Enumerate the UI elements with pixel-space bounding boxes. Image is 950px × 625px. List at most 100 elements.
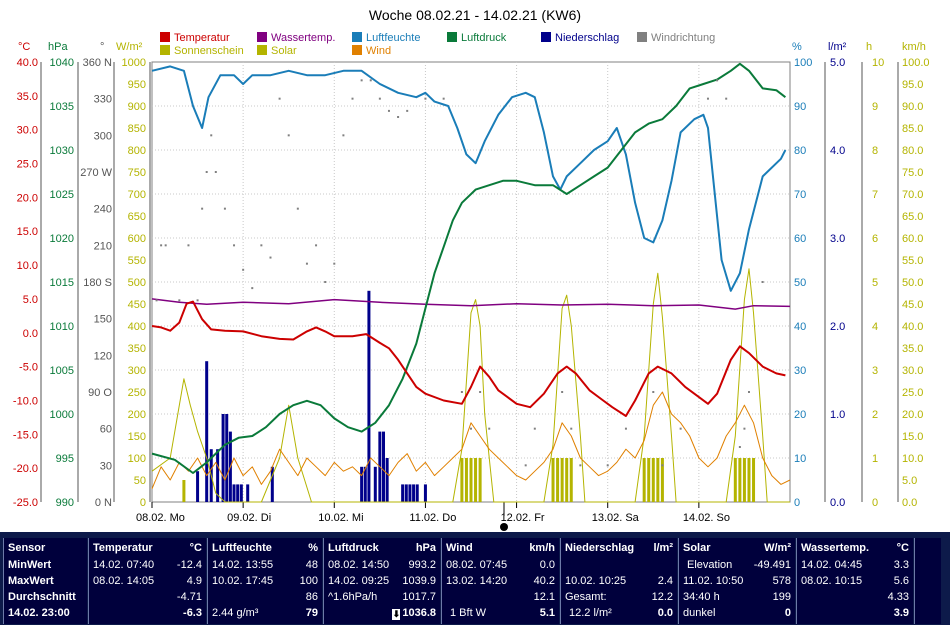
current-time-marker [500,523,508,531]
axis-tick-label: 45.0 [902,299,923,311]
sunshine-bar [474,458,478,502]
axis-tick-label: 15.0 [17,226,38,238]
sunshine-bar [464,458,468,502]
pressure-header: Luftdruck [328,542,379,554]
wind-direction-point [214,171,217,173]
precip-bar [232,484,236,502]
wind-direction-point [488,427,491,430]
axis-tick-label: 180 S [83,277,112,289]
axis-tick-label: 70.0 [902,189,923,201]
axis-tick-label: 60 [100,424,112,436]
wind-direction-point [579,464,582,467]
axis-tick-label: 50 [134,475,146,487]
axis-tick-label: 330 [94,94,112,106]
wind-direction-point [164,244,167,247]
axis-tick-label: 40 [794,321,806,333]
wind-direction-point [761,281,764,283]
day-label: 08.02. Mo [136,512,185,524]
precip-bar [367,290,371,502]
wind-direction-point [679,427,682,430]
legend-label: Sonnenschein [174,45,244,57]
sunshine-bar [660,458,664,502]
wind-direction-point [624,427,627,430]
wind-direction-point [747,391,750,393]
axis-tick-label: 1.0 [830,409,845,421]
axis-tick-label: 450 [128,299,146,311]
axis-tick-label: 90 O [88,387,112,399]
humidity-min-time: 14.02. 13:55 [212,559,274,571]
axis-unit-label: ° [100,41,104,53]
axis-tick-label: 30.0 [902,365,923,377]
legend-label: Wind [366,45,391,57]
temperature-max: 4.9 [186,575,202,587]
wind-direction-point [351,97,354,100]
legend-swatch [257,32,267,42]
axis-tick-label: 850 [128,123,146,135]
axis-tick-label: 10.0 [902,453,923,465]
axis-tick-label: 20.0 [902,409,923,421]
wind-direction-point [479,391,482,393]
precip-bar [205,361,209,502]
humidity-avg: 86 [305,591,318,603]
temperature-column: Temperatur °C 14.02. 07:40 -12.4 08.02. 14… [88,538,206,624]
wind-direction-point [242,268,245,271]
axis-tick-label: 0 N [95,497,112,509]
humidity-current: 79 [305,607,318,619]
axis-tick-label: 300 [94,130,112,142]
axis-tick-label: 40.0 [17,57,38,69]
water-max: 5.6 [893,575,909,587]
precip-bar [401,484,405,502]
humidity-column: Luftfeuchte% 14.02. 13:55 48 10.02. 17:45… [207,538,322,624]
wind-min-time: 08.02. 07:45 [446,559,508,571]
humidity-line [151,65,787,292]
pressure-max-time: 14.02. 09:25 [328,575,390,587]
axis-tick-label: -10.0 [13,395,38,407]
wind-column: Wind km/h 08.02. 07:45 0.0 13.02. 14:20 40.… [441,538,559,624]
axis-tick-label: 650 [128,211,146,223]
solar-elev: -49.491 [753,559,791,571]
wind-direction-point [260,244,263,247]
wind-direction-point [296,207,299,210]
sunshine-bar [752,458,756,502]
axis-tick-label: -20.0 [13,463,38,475]
pressure-unit: hPa [415,542,436,554]
water-max-time: 08.02. 10:15 [801,575,863,587]
day-label: 14.02. So [683,512,730,524]
humidity-min: 48 [305,559,318,571]
axis-tick-label: 1000 [122,57,146,69]
wind-direction-point [570,427,573,430]
solar-sun-hours: 34:40 h [683,591,720,603]
chart-title: Woche 08.02.21 - 14.02.21 (KW6) [369,7,581,23]
axis-tick-label: 1000 [50,409,74,421]
temperature-min-time: 14.02. 07:40 [93,559,155,571]
wind-direction-point [470,427,472,430]
wind-direction-point [524,464,527,467]
axis-tick-label: 55.0 [902,255,923,267]
axis-tick-label: 0.0 [23,328,38,340]
max-label: MaxWert [8,575,54,587]
pressure-current: ⬇ 1036.8 [392,605,436,621]
wind-direction-point [378,97,381,100]
axis-tick-label: 90 [794,101,806,113]
axis-tick-label: 240 [94,204,112,216]
sunshine-bar [747,458,751,502]
axis-tick-label: 3.0 [830,233,845,245]
precip-bar [373,466,377,502]
axis-tick-label: 1020 [50,233,74,245]
sunshine-bar [733,458,737,502]
solar-avg: 199 [772,591,791,603]
wind-direction-point [342,134,345,137]
humidity-unit: % [308,542,318,554]
wind-direction-point [606,464,609,467]
pressure-avg: 1017.7 [402,591,436,603]
temperature-current: -6.3 [183,607,202,619]
axis-unit-label: km/h [902,41,926,53]
axis-tick-label: 35.0 [902,343,923,355]
empty-column [914,538,941,624]
precip-bar [363,466,367,502]
sunshine-bar [565,458,569,502]
precip-bar [360,466,364,502]
wind-max: 40.2 [533,575,555,587]
axis-tick-label: 1005 [50,365,74,377]
precip-current: 0.0 [657,607,673,619]
